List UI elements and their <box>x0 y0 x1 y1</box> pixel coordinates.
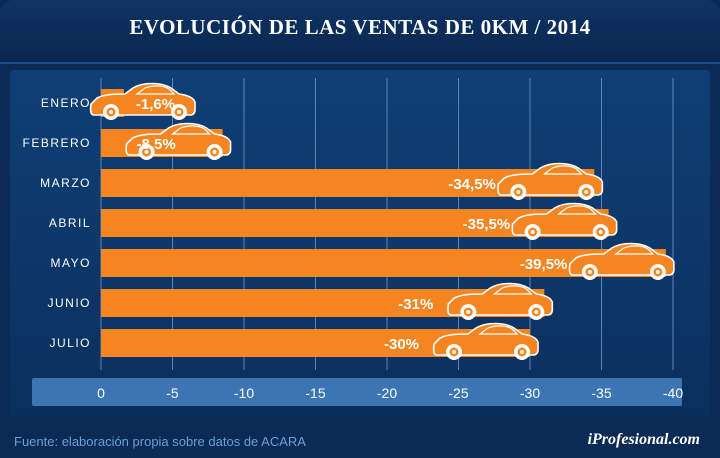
x-tick-label-0: 0 <box>97 385 105 401</box>
data-label-0: -1,6% <box>136 96 175 113</box>
x-tick-label-7: -35 <box>591 385 611 401</box>
x-axis-band <box>32 378 682 406</box>
x-tick-label-3: -15 <box>305 385 325 401</box>
category-label-0: ENERO <box>41 96 91 110</box>
title-band: EVOLUCIÓN DE LAS VENTAS DE 0KM / 2014 <box>0 0 720 64</box>
data-label-4: -39,5% <box>520 256 568 273</box>
x-tick-label-4: -20 <box>377 385 397 401</box>
category-label-1: FEBRERO <box>22 136 91 150</box>
car-icon <box>447 282 554 320</box>
chart-panel: 0 -5 -10 -15 -20 -25 -30 -35 -40 ENERO -1,6% FEBRER… <box>10 70 710 416</box>
x-tick-label-8: -40 <box>663 385 683 401</box>
source-note: Fuente: elaboración propia sobre datos d… <box>14 434 306 449</box>
data-label-1: -8,5% <box>137 136 176 153</box>
bar-chart: 0 -5 -10 -15 -20 -25 -30 -35 -40 ENERO -1,6% FEBRER… <box>22 78 683 406</box>
car-icon <box>89 82 196 120</box>
car-icon <box>568 242 675 280</box>
chart-title: EVOLUCIÓN DE LAS VENTAS DE 0KM / 2014 <box>129 15 591 39</box>
data-label-3: -35,5% <box>463 216 511 233</box>
x-tick-label-5: -25 <box>448 385 468 401</box>
data-label-2: -34,5% <box>448 176 496 193</box>
x-tick-label-2: -10 <box>234 385 254 401</box>
car-icon <box>432 322 539 360</box>
x-tick-label-1: -5 <box>166 385 179 401</box>
car-icon <box>125 122 232 160</box>
car-icon <box>511 202 618 240</box>
x-tick-label-6: -30 <box>520 385 540 401</box>
category-label-4: MAYO <box>51 256 91 270</box>
category-label-2: MARZO <box>40 176 91 190</box>
category-label-6: JULIO <box>49 336 91 350</box>
category-label-3: ABRIL <box>49 216 91 230</box>
data-label-6: -30% <box>384 336 419 353</box>
brand-logo: iProfesional.com <box>587 431 700 448</box>
category-label-5: JUNIO <box>48 296 92 310</box>
data-label-5: -31% <box>398 296 433 313</box>
car-icon <box>497 162 604 200</box>
